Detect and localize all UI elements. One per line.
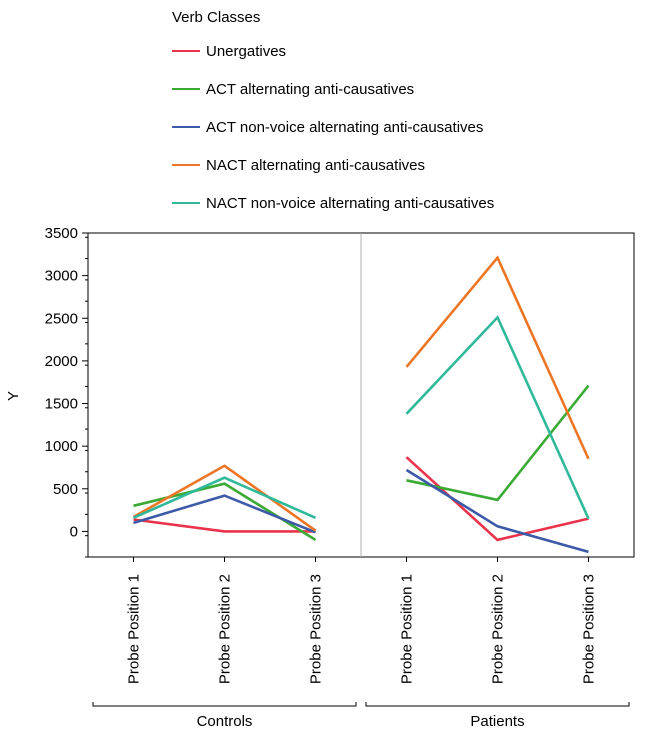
x-tick-label: Probe Position 3 [308, 574, 325, 684]
series-line [405, 315, 590, 520]
y-tick-label: 1500 [45, 396, 78, 413]
y-axis-label: Y [5, 391, 22, 401]
series-line [132, 464, 317, 532]
y-tick-label: 2000 [45, 353, 78, 370]
series-line [406, 384, 590, 502]
series-line [405, 255, 590, 460]
legend-items: Unergatives ACT alternating anti-causativ… [172, 43, 494, 212]
plot-area [87, 232, 635, 558]
x-axis: Probe Position 1 Probe Position 2 Probe Po… [92, 557, 630, 730]
x-tick-label: Probe Position 2 [217, 574, 234, 684]
x-tick-label: Probe Position 1 [399, 574, 416, 684]
legend: Verb Classes Unergatives ACT alternating … [172, 9, 494, 212]
y-tick-label: 3000 [45, 268, 78, 285]
y-tick-label: 500 [53, 481, 78, 498]
group-bracket [92, 702, 357, 707]
group-bracket [365, 702, 630, 707]
x-tick-label: Probe Position 3 [581, 574, 598, 684]
legend-entry: Unergatives [206, 43, 286, 60]
legend-entry: ACT non-voice alternating anti-causative… [206, 119, 483, 136]
series-line [133, 494, 316, 534]
y-tick-label: 1000 [45, 438, 78, 455]
group-label: Patients [470, 713, 524, 730]
series-line [132, 476, 317, 519]
y-tick-label: 0 [70, 523, 78, 540]
x-tick-label: Probe Position 2 [490, 574, 507, 684]
series-line [133, 518, 316, 533]
y-tick-label: 2500 [45, 310, 78, 327]
legend-entry: NACT alternating anti-causatives [206, 157, 425, 174]
x-tick-label: Probe Position 1 [126, 574, 143, 684]
legend-title: Verb Classes [172, 9, 260, 26]
y-axis: 0 500 1000 1500 2000 2500 3000 3500 [45, 225, 88, 558]
series-line [405, 468, 589, 554]
group-label: Controls [197, 713, 253, 730]
y-tick-label: 3500 [45, 225, 78, 242]
legend-entry: NACT non-voice alternating anti-causativ… [206, 195, 494, 212]
legend-entry: ACT alternating anti-causatives [206, 81, 414, 98]
series-line [405, 456, 589, 542]
